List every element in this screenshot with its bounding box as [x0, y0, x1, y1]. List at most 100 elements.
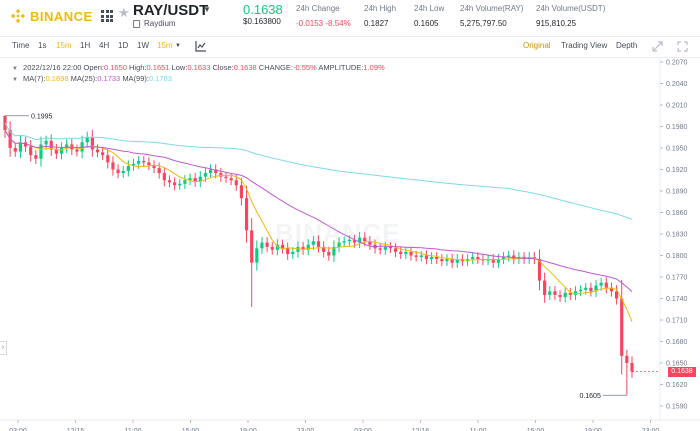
stat-value: 0.1827 [364, 19, 389, 28]
candle-body-down [589, 287, 593, 292]
high-annotation-label: 0.1995 [31, 113, 53, 120]
candle-body-down [75, 149, 79, 152]
candle-body-down [219, 173, 223, 177]
candle-body-down [440, 259, 444, 262]
interval-1d[interactable]: 1D [118, 41, 129, 50]
candle-body-down [224, 176, 228, 179]
candle-body-up [44, 140, 48, 145]
interval-dropdown-caret-icon[interactable]: ▼ [175, 43, 181, 49]
candle-body-down [424, 255, 429, 260]
candle-body-down [162, 173, 166, 181]
candle-body-down [147, 162, 151, 166]
sidebar-expand-handle[interactable]: › [0, 341, 7, 355]
price-tick-label: 0.1740 [666, 296, 688, 303]
apps-grid-icon[interactable] [101, 10, 113, 22]
candle-body-down [214, 169, 218, 174]
time-tick-label: 03:00 [9, 428, 27, 431]
price-tick-label: 0.1950 [666, 146, 688, 153]
favorite-star-icon[interactable]: ★ [118, 5, 130, 20]
candle-body-down [393, 248, 398, 252]
interval-1s[interactable]: 1s [38, 41, 47, 50]
candle-body-down [352, 239, 357, 243]
candle-datetime: 2022/12/16 22:00 [23, 63, 82, 72]
expand-icon[interactable] [652, 41, 663, 52]
candle-body-up [311, 241, 315, 245]
candle-body-down [95, 149, 100, 153]
candle-body-up [275, 244, 279, 250]
candle-body-down [106, 155, 110, 163]
ma-info-line: ▼ MA(7):0.1698 MA(25):0.1733 MA(99):0.17… [12, 74, 172, 83]
candle-body-down [491, 259, 495, 263]
candle-body-down [450, 259, 454, 263]
fullscreen-icon[interactable] [677, 41, 688, 52]
view-depth[interactable]: Depth [616, 41, 638, 50]
stat-label: 24h Change [296, 4, 340, 13]
candle-body-up [85, 137, 89, 143]
ma25-line [4, 129, 633, 292]
candlestick-chart[interactable]: 0.2070 0.2040 0.2010 0.1980 0.1950 0.1920 0.18… [0, 58, 700, 431]
price-tick-label: 0.2010 [666, 103, 688, 110]
candle-body-down [54, 149, 58, 154]
candle-body-up [358, 237, 362, 243]
stat-value: 5,275,797.50 [460, 19, 507, 28]
stat-24h-volume-ray: 24h Volume(RAY) 5,275,797.50 [460, 4, 523, 28]
candle-body-up [65, 144, 69, 148]
view-trading-view[interactable]: Trading View [561, 41, 608, 50]
open-value: 0.1650 [103, 63, 127, 72]
interval-15m[interactable]: 15m [56, 41, 72, 50]
ma7-value: 0.1698 [45, 74, 69, 83]
candle-body-down [316, 241, 321, 247]
chart-toolbar: Time 1s 15m 1H 4H 1D 1W 15m ▼ Original T… [0, 36, 700, 58]
candle-body-down [244, 198, 249, 231]
candle-body-up [347, 239, 351, 242]
candle-body-down [90, 137, 94, 150]
pair-title[interactable]: RAY/USDT [133, 2, 209, 19]
time-tick-label: 11:00 [470, 428, 487, 431]
candle-body-down [409, 251, 413, 256]
stat-label: 24h Volume(RAY) [460, 4, 524, 13]
price-tick-label: 0.1830 [666, 232, 688, 239]
candle-body-down [234, 180, 238, 186]
candle-body-up [563, 292, 567, 298]
interval-1w[interactable]: 1W [137, 41, 149, 50]
change-label: CHANGE: [258, 63, 293, 72]
open-label: Open: [83, 63, 104, 72]
candle-body-down [301, 246, 305, 250]
candle-body-down [553, 291, 557, 295]
close-value: 0.1638 [233, 63, 257, 72]
candle-body-down [173, 182, 177, 186]
pair-dropdown-icon[interactable]: ▼ [203, 5, 211, 14]
amplitude-label: AMPLITUDE: [318, 63, 364, 72]
ticker-header: BINANCE ★ RAY/USDT ▼ Raydium 0.1638 $0.1… [0, 0, 700, 36]
price-tick-label: 0.1650 [666, 361, 688, 368]
candle-body-down [270, 246, 274, 250]
close-label: Close: [212, 63, 234, 72]
price-tick-label: 0.2070 [666, 60, 688, 67]
interval-time[interactable]: Time [12, 41, 30, 50]
candle-body-up [445, 259, 449, 262]
ma25-label: MA(25): [70, 74, 98, 83]
time-tick-label: 19:00 [584, 428, 602, 431]
interval-4h[interactable]: 4H [99, 41, 110, 50]
candle-body-up [137, 160, 141, 164]
indicator-chart-icon[interactable] [195, 40, 207, 52]
price-tick-label: 0.1860 [666, 210, 688, 217]
candle-body-up [584, 287, 588, 290]
candle-body-down [152, 165, 156, 169]
interval-1h[interactable]: 1H [80, 41, 91, 50]
candle-body-down [414, 255, 418, 257]
candle-body-down [265, 242, 269, 247]
time-tick-label: 11:00 [125, 428, 142, 431]
view-original[interactable]: Original [523, 41, 551, 50]
candle-body-down [250, 230, 254, 263]
price-tick-label: 0.1710 [666, 318, 688, 325]
candle-body-up [183, 180, 187, 184]
candle-body-down [322, 246, 326, 252]
candle-body-down [34, 155, 38, 159]
stat-value: 915,810.25 [536, 19, 577, 28]
collapse-caret-icon[interactable]: ▼ [12, 66, 18, 72]
collapse-caret-icon[interactable]: ▼ [12, 77, 18, 83]
candle-body-up [188, 178, 192, 181]
binance-logo[interactable]: BINANCE [10, 8, 93, 24]
interval-dropdown[interactable]: 15m [157, 41, 173, 50]
